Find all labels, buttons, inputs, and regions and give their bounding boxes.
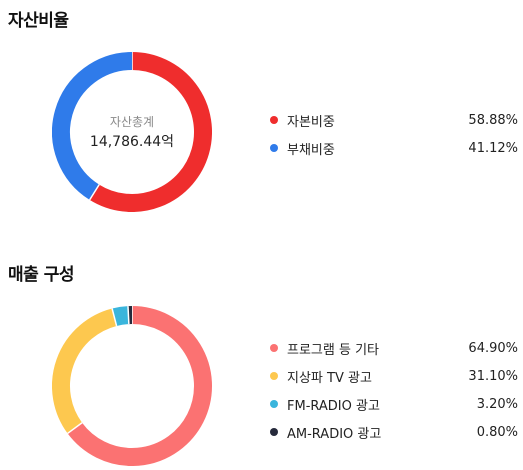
sales-composition-slice-separator-1 bbox=[67, 422, 83, 435]
sales-composition-slice-separator-2 bbox=[111, 308, 118, 327]
legend-item-liability: 부채비중 41.12% bbox=[270, 134, 518, 162]
asset-ratio-title: 자산비율 bbox=[8, 11, 69, 31]
asset-ratio-slice-0 bbox=[89, 52, 212, 212]
asset-ratio-slice-separator-1 bbox=[89, 184, 100, 201]
legend-label: 지상파 TV 광고 bbox=[287, 370, 372, 386]
legend-item-equity: 자본비중 58.88% bbox=[270, 106, 518, 134]
legend-label: 부채비중 bbox=[287, 142, 335, 158]
sales-composition-slice-0 bbox=[67, 306, 212, 466]
legend-value: 31.10% bbox=[468, 368, 518, 384]
sales-composition-donut-chart bbox=[52, 306, 212, 466]
legend-value: 64.90% bbox=[468, 340, 518, 356]
legend-label: 자본비중 bbox=[287, 114, 335, 130]
fm-radio-color-dot bbox=[270, 400, 278, 408]
sales-composition-legend: 프로그램 등 기타 64.90% 지상파 TV 광고 31.10% FM-RAD… bbox=[270, 334, 518, 446]
legend-item-program: 프로그램 등 기타 64.90% bbox=[270, 334, 518, 362]
tv-ads-color-dot bbox=[270, 372, 278, 380]
am-radio-color-dot bbox=[270, 428, 278, 436]
legend-value: 3.20% bbox=[476, 396, 518, 412]
legend-value: 41.12% bbox=[468, 140, 518, 156]
legend-item-tv-ads: 지상파 TV 광고 31.10% bbox=[270, 362, 518, 390]
legend-item-am-radio: AM-RADIO 광고 0.80% bbox=[270, 418, 518, 446]
legend-label: 프로그램 등 기타 bbox=[287, 342, 379, 358]
asset-ratio-slice-1 bbox=[52, 52, 133, 200]
total-assets-label: 자산총계 bbox=[109, 115, 155, 129]
program-color-dot bbox=[270, 344, 278, 352]
legend-label: FM-RADIO 광고 bbox=[287, 398, 380, 414]
legend-value: 58.88% bbox=[468, 112, 518, 128]
sales-composition-slice-2 bbox=[112, 306, 130, 326]
sales-composition-title: 매출 구성 bbox=[8, 265, 74, 285]
legend-value: 0.80% bbox=[476, 424, 518, 440]
legend-item-fm-radio: FM-RADIO 광고 3.20% bbox=[270, 390, 518, 418]
total-assets-value: 14,786.44억 bbox=[89, 134, 175, 150]
liability-color-dot bbox=[270, 144, 278, 152]
equity-color-dot bbox=[270, 116, 278, 124]
sales-composition-slice-separator-3 bbox=[127, 306, 130, 325]
sales-composition-slice-1 bbox=[52, 308, 117, 434]
legend-label: AM-RADIO 광고 bbox=[287, 426, 382, 442]
asset-ratio-donut-chart bbox=[52, 52, 212, 212]
asset-ratio-legend: 자본비중 58.88% 부채비중 41.12% bbox=[270, 106, 518, 162]
